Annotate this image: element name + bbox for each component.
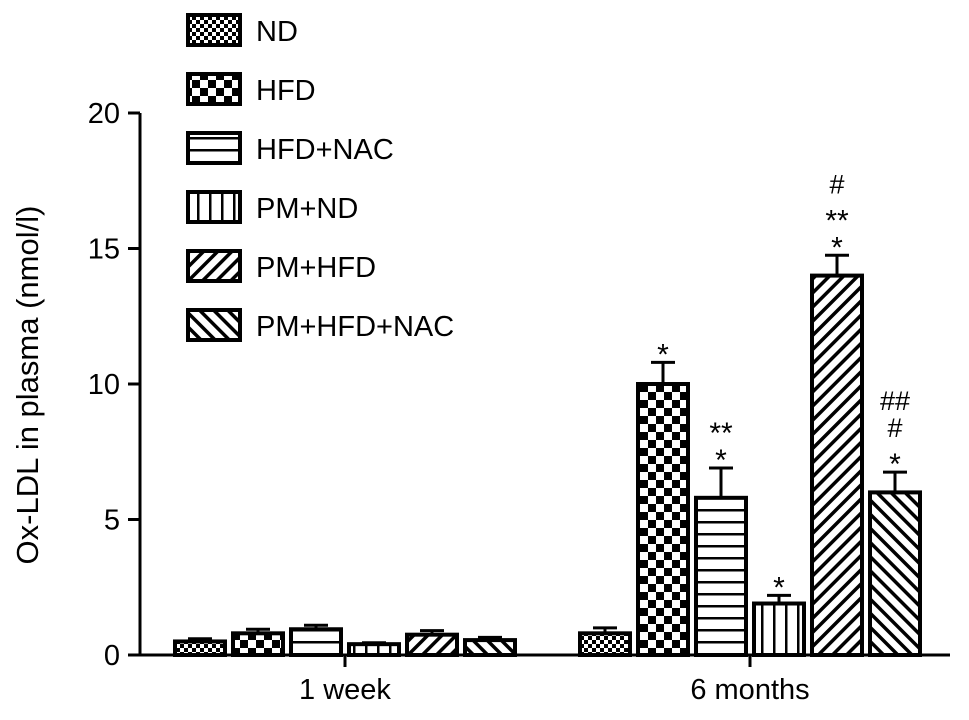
bars: *****#***###* (173, 169, 922, 658)
y-tick-label: 20 (88, 98, 120, 130)
bar (868, 490, 922, 657)
x-tick-label: 6 months (690, 674, 809, 706)
bar (752, 601, 806, 658)
legend-label: ND (256, 16, 298, 48)
significance-mark: * (715, 444, 727, 477)
bar (405, 632, 459, 657)
legend-swatch (186, 131, 242, 165)
legend-swatch (186, 13, 242, 47)
legend: ND HFD HFD+NAC PM+ND PM+HFD PM+HFD+NAC (186, 13, 454, 343)
significance-mark: ** (825, 204, 849, 237)
legend-label: PM+HFD (256, 252, 376, 284)
bar (694, 495, 748, 657)
significance-mark: ** (709, 417, 733, 450)
legend-swatch (186, 308, 242, 342)
significance-mark: * (773, 571, 785, 604)
significance-mark: # (887, 413, 902, 443)
bar (231, 631, 285, 658)
significance-mark: * (657, 338, 669, 371)
y-tick-label: 5 (104, 505, 120, 537)
legend-swatch (186, 190, 242, 224)
legend-label: HFD+NAC (256, 134, 394, 166)
legend-swatch (186, 72, 242, 106)
y-tick-label: 0 (104, 640, 120, 672)
x-tick-label: 1 week (299, 674, 391, 706)
significance-mark: * (889, 448, 901, 481)
y-axis-label: Ox-LDL in plasma (nmol/l) (10, 206, 45, 565)
bar (289, 627, 343, 658)
bar (578, 631, 632, 658)
legend-label: HFD (256, 75, 316, 107)
significance-mark: ## (880, 386, 910, 416)
legend-swatch (186, 249, 242, 283)
bar (173, 639, 227, 658)
bar (463, 638, 517, 657)
significance-mark: # (829, 169, 844, 199)
significance-mark: * (831, 231, 843, 264)
bar (810, 273, 864, 657)
legend-label: PM+ND (256, 193, 358, 225)
y-tick-label: 10 (88, 369, 120, 401)
bar (636, 382, 690, 657)
y-tick-label: 15 (88, 234, 120, 266)
bar (347, 642, 401, 657)
legend-label: PM+HFD+NAC (256, 311, 454, 343)
axes: 0 5 10 15 20 1 week 6 months (88, 98, 950, 706)
